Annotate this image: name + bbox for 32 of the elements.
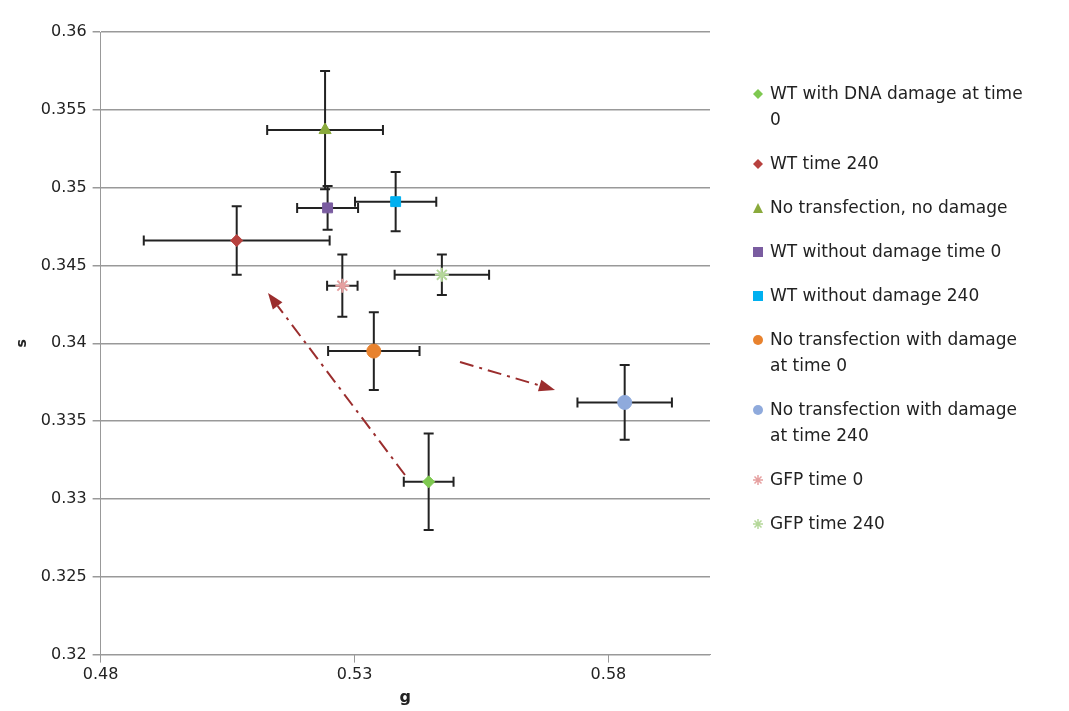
y-tick-label: 0.325 [40,565,87,585]
legend-label: WT time 240 [770,152,879,175]
legend-label: No transfection with damage at time 240 [770,398,1018,447]
legend-label: WT with DNA damage at time 0 [770,82,1024,131]
y-tick-label: 0.36 [50,21,87,41]
legend-label: No transfection, no damage [770,196,1008,219]
y-tick-label: 0.345 [40,254,87,274]
point [390,196,402,208]
point [422,475,436,489]
point [334,277,351,294]
y-tick-label: 0.355 [40,98,87,118]
y-tick-label: 0.32 [50,643,87,663]
x-tick-label: 0.48 [82,664,119,684]
point [322,202,334,214]
y-tick-label: 0.33 [50,488,87,508]
y-tick-label: 0.35 [50,176,87,196]
y-tick-label: 0.335 [40,410,87,430]
point [318,122,332,135]
y-tick-label: 0.34 [50,332,87,352]
legend-label: WT without damage 240 [770,284,980,307]
y-axis-title: s [13,339,30,348]
legend-label: GFP time 0 [770,468,864,491]
legend-label: No transfection with damage at time 0 [770,328,1018,377]
point [366,343,382,359]
x-axis-title: g [399,686,412,706]
legend-label: GFP time 240 [770,512,885,535]
x-tick-label: 0.58 [590,664,627,684]
point [230,234,244,248]
point [617,394,633,410]
point [433,266,450,283]
legend-label: WT without damage time 0 [770,240,1002,263]
x-tick-label: 0.53 [336,664,373,684]
